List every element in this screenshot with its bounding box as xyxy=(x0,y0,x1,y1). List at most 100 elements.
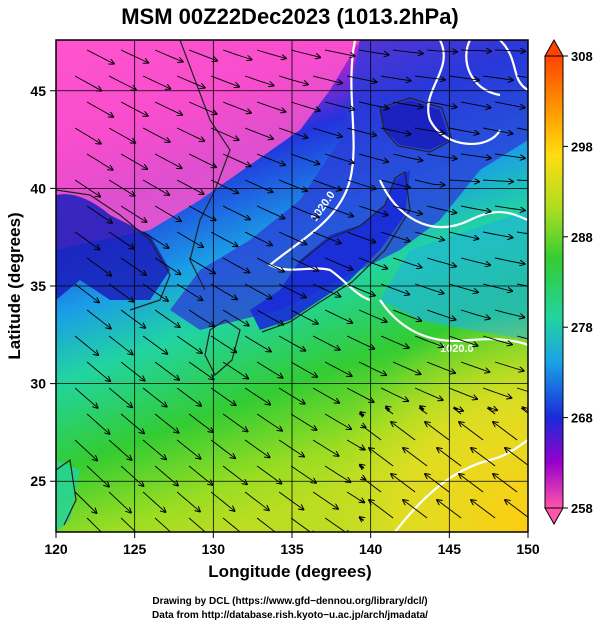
wind-streamline xyxy=(142,231,168,248)
wind-streamline xyxy=(312,439,338,456)
x-axis-ticks: 120 125 130 135 140 145 150 xyxy=(44,532,540,557)
wind-streamline xyxy=(188,205,215,220)
y-tick-label: 45 xyxy=(30,83,46,99)
wind-streamline xyxy=(278,75,308,84)
wind-streamline xyxy=(346,335,374,349)
wind-streamline xyxy=(495,257,524,264)
wind-streamline xyxy=(380,387,408,401)
wind-streamline xyxy=(142,491,165,512)
wind-streamline xyxy=(210,387,236,405)
wind-streamline xyxy=(210,491,234,511)
wind-streamline xyxy=(449,180,479,182)
wind-streamline xyxy=(222,361,248,379)
wind-streamline xyxy=(176,179,204,194)
wind-streamline xyxy=(176,439,200,459)
wind-streamline xyxy=(493,422,518,441)
wind-streamline xyxy=(188,465,212,485)
wind-streamline xyxy=(495,50,525,51)
wind-streamline xyxy=(74,387,98,408)
wind-streamline xyxy=(142,387,167,407)
wind-streamline xyxy=(86,517,102,532)
wind-streamline xyxy=(74,491,96,513)
wind-streamline xyxy=(414,335,443,347)
wind-streamline xyxy=(290,361,317,377)
wind-streamline xyxy=(222,517,246,532)
wind-streamline xyxy=(393,49,423,54)
colorbar-min-arrow xyxy=(544,507,564,526)
x-tick-label: 120 xyxy=(44,541,68,557)
wind-streamline xyxy=(120,153,147,169)
wind-streamline xyxy=(222,465,247,484)
wind-streamline xyxy=(222,205,250,219)
wind-streamline xyxy=(154,361,179,380)
wind-streamline xyxy=(358,257,387,269)
wind-streamline xyxy=(86,101,113,117)
wind-streamline xyxy=(427,101,457,107)
wind-streamline xyxy=(359,412,364,416)
colorbar-tick-label: 308 xyxy=(571,49,593,64)
x-tick-label: 135 xyxy=(280,541,304,557)
wind-streamline xyxy=(346,439,365,450)
wind-streamline xyxy=(108,127,135,143)
wind-streamline xyxy=(459,422,484,441)
wind-streamline xyxy=(495,153,525,158)
wind-streamline xyxy=(210,439,235,458)
wind-streamline xyxy=(188,413,213,432)
wind-streamline xyxy=(459,474,484,493)
wind-streamline xyxy=(142,127,170,142)
wind-streamline xyxy=(244,127,273,139)
wind-streamline xyxy=(324,465,350,482)
colorbar-scale xyxy=(544,55,564,509)
wind-streamline xyxy=(74,231,99,250)
wind-streamline xyxy=(419,406,428,415)
contour-label: 1020.0 xyxy=(440,343,474,355)
wind-streamline xyxy=(448,283,478,292)
wind-streamline xyxy=(312,127,342,137)
wind-streamline xyxy=(176,335,202,353)
wind-streamline xyxy=(256,413,282,431)
wind-streamline xyxy=(380,283,409,295)
wind-streamline xyxy=(142,75,170,89)
wind-streamline xyxy=(425,422,450,441)
wind-streamline xyxy=(505,448,528,466)
wind-streamline xyxy=(415,127,445,133)
wind-streamline xyxy=(154,101,182,115)
wind-streamline xyxy=(486,407,497,415)
wind-streamline xyxy=(290,101,320,111)
wind-streamline xyxy=(244,491,269,510)
wind-streamline xyxy=(290,309,318,324)
wind-streamline xyxy=(278,127,307,138)
wind-streamline xyxy=(426,361,455,373)
wind-streamline xyxy=(86,257,111,276)
wind-streamline xyxy=(108,491,131,513)
wind-streamline xyxy=(516,335,528,340)
wind-streamline xyxy=(154,205,181,221)
wind-streamline xyxy=(449,127,478,134)
wind-streamline xyxy=(494,309,524,317)
y-tick-label: 25 xyxy=(30,473,46,489)
x-tick-label: 130 xyxy=(202,541,226,557)
wind-streamline xyxy=(448,335,477,346)
wind-streamline xyxy=(120,413,144,433)
wind-streamline xyxy=(154,49,183,62)
x-tick-label: 140 xyxy=(359,541,383,557)
wind-streamline xyxy=(324,361,352,376)
wind-streamline xyxy=(448,231,478,239)
wind-streamline xyxy=(222,153,250,166)
lat-lon-grid xyxy=(55,40,529,532)
wind-streamline xyxy=(278,231,306,244)
wind-streamline xyxy=(120,465,143,486)
wind-streamline xyxy=(86,361,110,381)
wind-streamline xyxy=(346,231,375,242)
wind-streamline xyxy=(176,127,204,141)
colorbar-tick-label: 278 xyxy=(571,320,593,335)
wind-streamline xyxy=(415,75,445,80)
wind-streamline xyxy=(312,231,341,243)
x-tick-label: 125 xyxy=(123,541,147,557)
wind-streamline xyxy=(222,413,247,431)
wind-streamline xyxy=(358,309,387,322)
wind-streamline xyxy=(120,309,145,328)
wind-streamline xyxy=(290,465,316,483)
wind-streamline xyxy=(324,517,350,532)
